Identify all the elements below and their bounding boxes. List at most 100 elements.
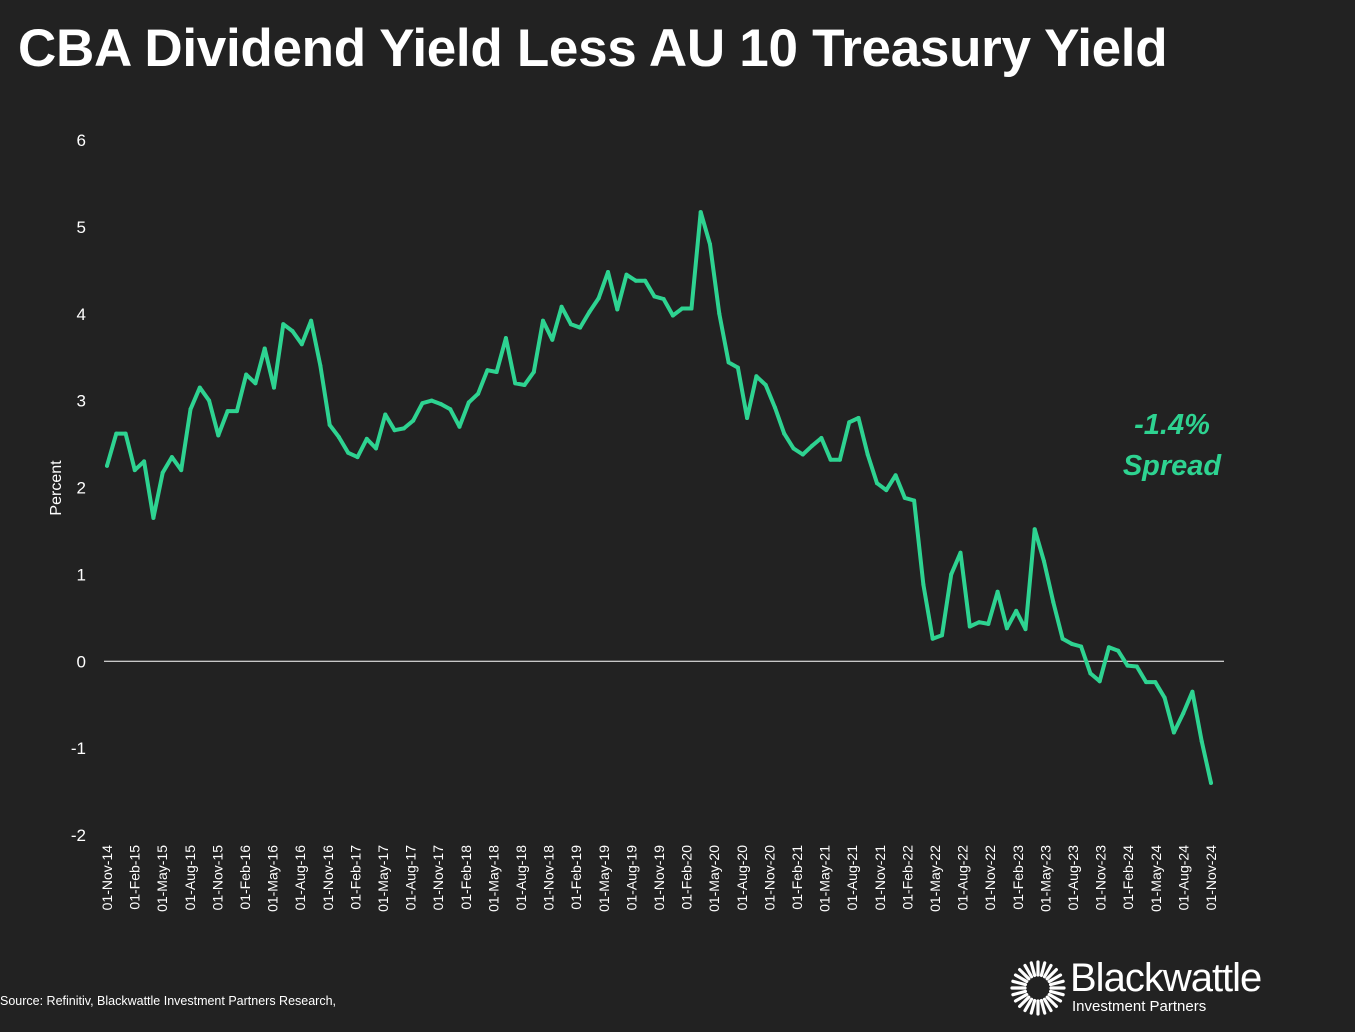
brand-logo: Blackwattle Investment Partners [1010,956,1300,1018]
x-tick-label: 01-May-21 [817,845,833,912]
data-point [1069,641,1074,646]
data-point [949,572,954,577]
data-point [1106,645,1111,650]
data-point [439,402,443,407]
y-tick-label: 6 [77,131,86,150]
data-point [652,294,657,299]
x-tick-label: 01-May-24 [1148,845,1164,912]
x-tick-label: 01-Aug-24 [1175,845,1191,911]
data-point [958,550,963,555]
data-point [773,405,777,410]
data-point [763,383,768,387]
x-tick-label: 01-Feb-18 [458,845,474,910]
data-point [791,446,796,451]
data-point [967,624,972,629]
data-point [123,431,128,436]
data-point [105,463,109,468]
data-point [902,495,907,500]
y-tick-label: 5 [77,218,86,237]
data-point [1023,627,1028,632]
data-point [383,412,388,417]
x-tick-label: 01-Nov-18 [541,845,557,911]
data-point [689,306,694,311]
data-point [754,374,759,379]
y-axis: 6 5 4 3 2 1 0 -1 -2 [71,131,86,845]
x-tick-label: 01-May-15 [154,845,170,912]
x-tick-label: 01-Feb-16 [237,845,253,910]
x-tick-label: 01-Aug-21 [844,845,860,911]
data-point [197,385,202,390]
sunburst-ray [1023,963,1034,979]
data-point [735,365,740,370]
data-point [299,342,304,347]
data-point [1153,680,1158,685]
x-tick-label: 01-May-20 [706,845,722,912]
x-tick-label: 01-Aug-18 [513,845,529,911]
x-tick-label: 01-Aug-19 [623,845,639,911]
data-point [1042,559,1046,564]
x-tick-label: 01-Aug-23 [1065,845,1081,911]
data-point [216,433,221,438]
data-point [680,306,685,311]
data-point [494,370,499,374]
data-point [847,420,852,425]
data-point [884,488,889,493]
x-tick-label: 01-Nov-21 [872,845,888,911]
sunburst-icon [1010,960,1066,1016]
data-point [615,307,620,312]
data-point [1014,608,1019,613]
data-point [865,452,870,457]
data-point [995,589,1000,594]
spread-annotation-value: -1.4% [1134,409,1210,441]
data-point [1134,664,1139,669]
data-point [364,436,369,441]
x-tick-label: 01-Nov-22 [982,845,998,911]
sunburst-ray [1047,992,1063,1003]
data-point [1125,663,1130,668]
sunburst-ray [1045,995,1058,1008]
x-tick-label: 01-Feb-24 [1120,845,1136,910]
data-point [151,515,156,520]
data-point [624,272,629,277]
y-tick-label: 0 [77,652,86,671]
data-point [531,370,536,374]
y-axis-label: Percent [48,460,65,516]
data-point [429,398,434,403]
data-point [912,498,917,503]
data-point [1162,695,1167,700]
x-tick-label: 01-Feb-22 [899,845,915,910]
data-point [1199,739,1204,744]
data-point [142,459,147,464]
x-tick-label: 01-Nov-19 [651,845,667,911]
data-point [1079,644,1084,649]
data-point [986,621,991,626]
data-point [587,310,592,314]
data-point [503,336,508,341]
x-tick-label: 01-Feb-17 [347,845,363,910]
data-point [392,428,397,433]
data-point [893,473,898,478]
data-point [1171,730,1176,735]
data-point [1060,636,1065,641]
data-point [207,398,212,403]
sunburst-ray [1018,995,1031,1008]
data-point [1097,679,1102,684]
data-point [1190,689,1195,694]
data-point [132,468,137,473]
x-tick-label: 01-Nov-16 [320,845,336,911]
data-point [1144,680,1149,685]
sunburst-ray [1018,968,1031,981]
data-point [1209,780,1213,785]
sunburst-ray [1039,998,1047,1015]
x-tick-label: 01-Feb-19 [568,845,584,910]
sunburst-ray [1042,963,1053,979]
sunburst-ray [1029,961,1037,978]
x-tick-label: 01-Feb-23 [1010,845,1026,910]
y-tick-label: -2 [71,826,86,845]
data-point [485,368,490,373]
data-point [262,346,267,351]
data-point [346,450,351,455]
x-tick-label: 01-Nov-17 [430,845,446,911]
